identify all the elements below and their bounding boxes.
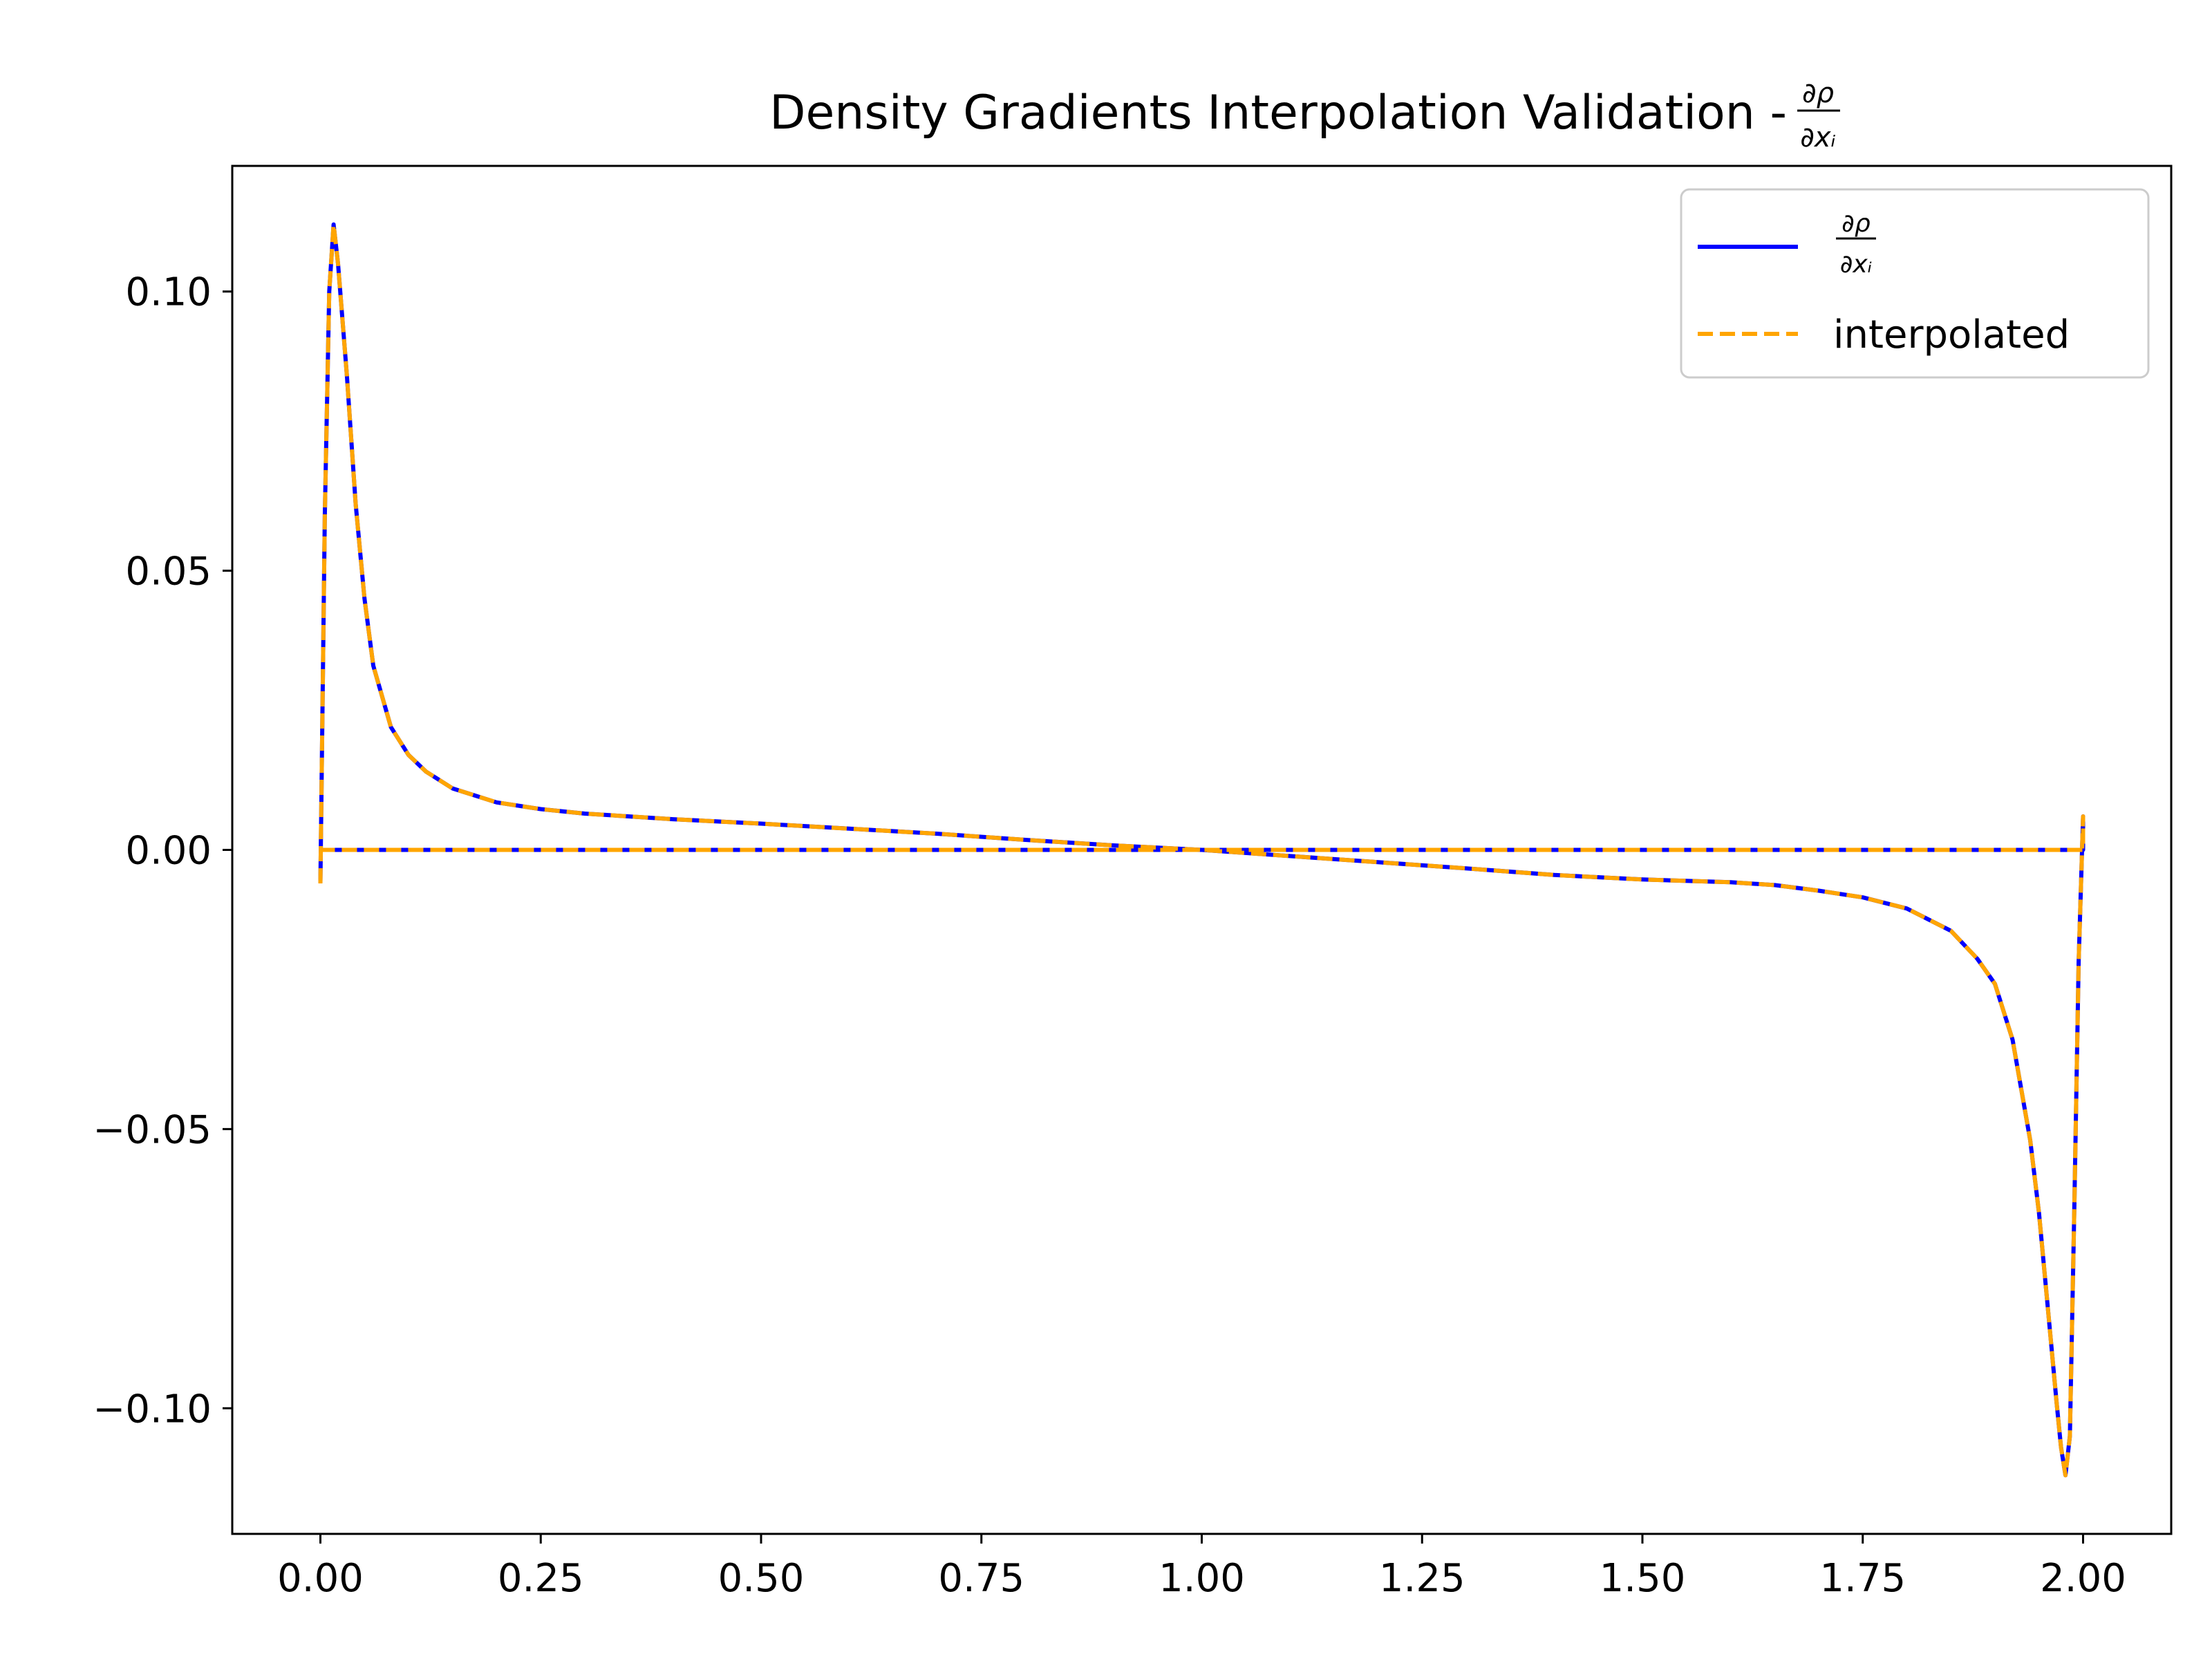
y-tick-label: 0.00 <box>125 829 212 874</box>
title-fraction-denominator: ∂xᵢ <box>1800 122 1836 153</box>
series-layer <box>318 222 2086 1478</box>
x-axis: 0.00 0.25 0.50 0.75 1.00 1.25 1.50 1.75 2.00 <box>277 1534 2126 1601</box>
y-tick-label: 0.05 <box>125 550 212 594</box>
x-tick-label: 0.50 <box>718 1556 805 1601</box>
chart-title-text: Density Gradients Interpolation Validati… <box>769 86 1787 140</box>
y-axis: 0.10 0.05 0.00 −0.05 −0.10 <box>93 270 232 1432</box>
x-tick-label: 1.00 <box>1159 1556 1245 1601</box>
legend-box <box>1680 188 2150 379</box>
x-tick-label: 1.50 <box>1600 1556 1686 1601</box>
x-tick-label: 1.25 <box>1379 1556 1465 1601</box>
y-tick-label: −0.10 <box>93 1387 212 1432</box>
title-fraction-numerator: ∂ρ <box>1802 77 1834 109</box>
chart-title: Density Gradients Interpolation Validati… <box>769 77 1840 153</box>
x-tick-label: 0.75 <box>938 1556 1024 1601</box>
legend-label-series-2: interpolated <box>1833 312 2070 357</box>
x-tick-label: 2.00 <box>2040 1556 2126 1601</box>
x-tick-label: 1.75 <box>1819 1556 1906 1601</box>
legend-label-series-1-numerator: ∂ρ <box>1841 209 1871 238</box>
y-tick-label: −0.05 <box>93 1107 212 1152</box>
legend: ∂ρ ∂xᵢ interpolated <box>1680 188 2150 379</box>
series-line-2 <box>318 222 2086 1478</box>
legend-label-series-1-denominator: ∂xᵢ <box>1840 250 1872 279</box>
x-tick-label: 0.25 <box>498 1556 584 1601</box>
y-tick-label: 0.10 <box>125 270 212 315</box>
x-tick-label: 0.00 <box>277 1556 364 1601</box>
